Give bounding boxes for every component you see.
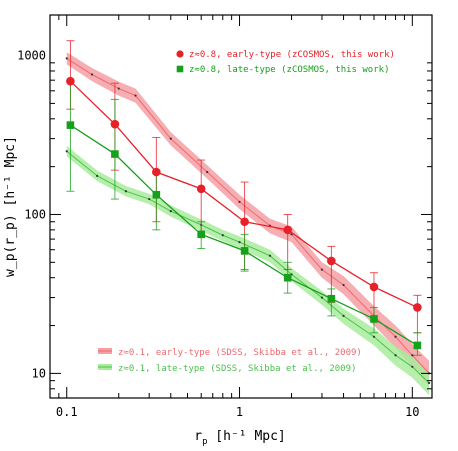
- sdss-late-dot: [65, 150, 68, 153]
- error-bars-layer: [66, 40, 422, 356]
- sdss-late-dot: [124, 190, 128, 193]
- sdss-late-dot: [238, 241, 241, 244]
- zcosmos-late-point: [111, 150, 119, 158]
- zcosmos-early-point: [66, 76, 75, 86]
- zcosmos-early-point: [240, 217, 249, 227]
- zcosmos-early-point: [413, 303, 422, 312]
- sdss-late-dot: [169, 210, 172, 213]
- sdss-early-dot: [342, 283, 345, 287]
- legend-layer: z≈0.8, early-type (zCOSMOS, this work) z≈…: [98, 50, 395, 374]
- sdss-late-dot: [320, 296, 324, 299]
- zcosmos-late-point: [197, 230, 205, 239]
- sdss-early-dot: [206, 170, 209, 174]
- x-tick-label: 0.1: [56, 405, 78, 419]
- sdss-late-dot: [221, 234, 224, 237]
- zcosmos-early-point: [369, 282, 379, 292]
- sdss-late-dot: [394, 354, 397, 357]
- zcosmos-late-point: [66, 121, 75, 129]
- zcosmos-late-point: [370, 315, 378, 323]
- y-tick-label: 1000: [17, 49, 46, 63]
- zcosmos-late-point: [152, 190, 161, 199]
- points-layer: [66, 76, 422, 350]
- x-axis-label: rp [h⁻¹ Mpc]: [194, 429, 286, 447]
- sdss-early-dot: [65, 57, 68, 60]
- zcosmos-early-point: [110, 119, 120, 129]
- sdss-late-dot: [427, 381, 431, 385]
- legend-zcosmos-early-marker: [176, 50, 184, 58]
- zcosmos-late-point: [327, 294, 336, 303]
- sdss-late-line: [66, 150, 430, 384]
- sdss-bands-layer: [66, 52, 430, 396]
- sdss-early-dot: [134, 94, 137, 97]
- zcosmos-late-point: [283, 273, 292, 282]
- zcosmos-late-point: [413, 341, 422, 350]
- series-lines-layer: [65, 57, 431, 385]
- sdss-early-dot: [238, 200, 241, 203]
- sdss-early-dot: [320, 268, 324, 271]
- zcosmos-early-point: [152, 167, 161, 177]
- x-tick-label: 10: [405, 405, 419, 419]
- sdss-early-dot: [117, 87, 120, 90]
- sdss-late-dot: [411, 365, 414, 368]
- sdss-early-dot: [169, 137, 172, 140]
- zcosmos-late-point: [240, 247, 249, 255]
- y-tick-label: 100: [24, 207, 46, 221]
- zcosmos-early-point: [196, 184, 206, 194]
- sdss-late-dot: [96, 174, 99, 177]
- sdss-early-dot: [394, 335, 397, 338]
- zcosmos-early-point: [327, 256, 336, 266]
- sdss-late-dot: [372, 335, 376, 338]
- zcosmos-early-point: [283, 225, 292, 235]
- sdss-late-dot: [342, 314, 345, 318]
- sdss-late-band: [66, 145, 430, 396]
- sdss-early-band: [66, 52, 430, 387]
- sdss-late-dot: [148, 197, 151, 201]
- x-tick-label: 1: [236, 405, 243, 419]
- legend-zcosmos-late-label: z≈0.8, late-type (zCOSMOS, this work): [189, 65, 389, 75]
- axes-layer: 0.1 1 10 10 100 1000 rp [h⁻¹ Mpc] w_p(r_p) [h⁻¹…: [3, 14, 433, 447]
- sdss-late-dot: [268, 254, 272, 257]
- y-axis-label: w_p(r_p) [h⁻¹ Mpc]: [3, 136, 18, 277]
- sdss-early-dot: [90, 73, 94, 76]
- plot-frame: [49, 14, 433, 399]
- sdss-early-dot: [411, 354, 414, 357]
- legend-sdss-early-label: z≈0.1, early-type (SDSS, Skibba et al., …: [118, 348, 362, 358]
- legend-sdss-late-label: z≈0.1, late-type (SDSS, Skibba et al., 2…: [118, 364, 356, 374]
- y-tick-label: 10: [32, 366, 46, 380]
- legend-zcosmos-late-marker: [176, 65, 184, 73]
- legend-zcosmos-early-label: z≈0.8, early-type (zCOSMOS, this work): [189, 50, 395, 60]
